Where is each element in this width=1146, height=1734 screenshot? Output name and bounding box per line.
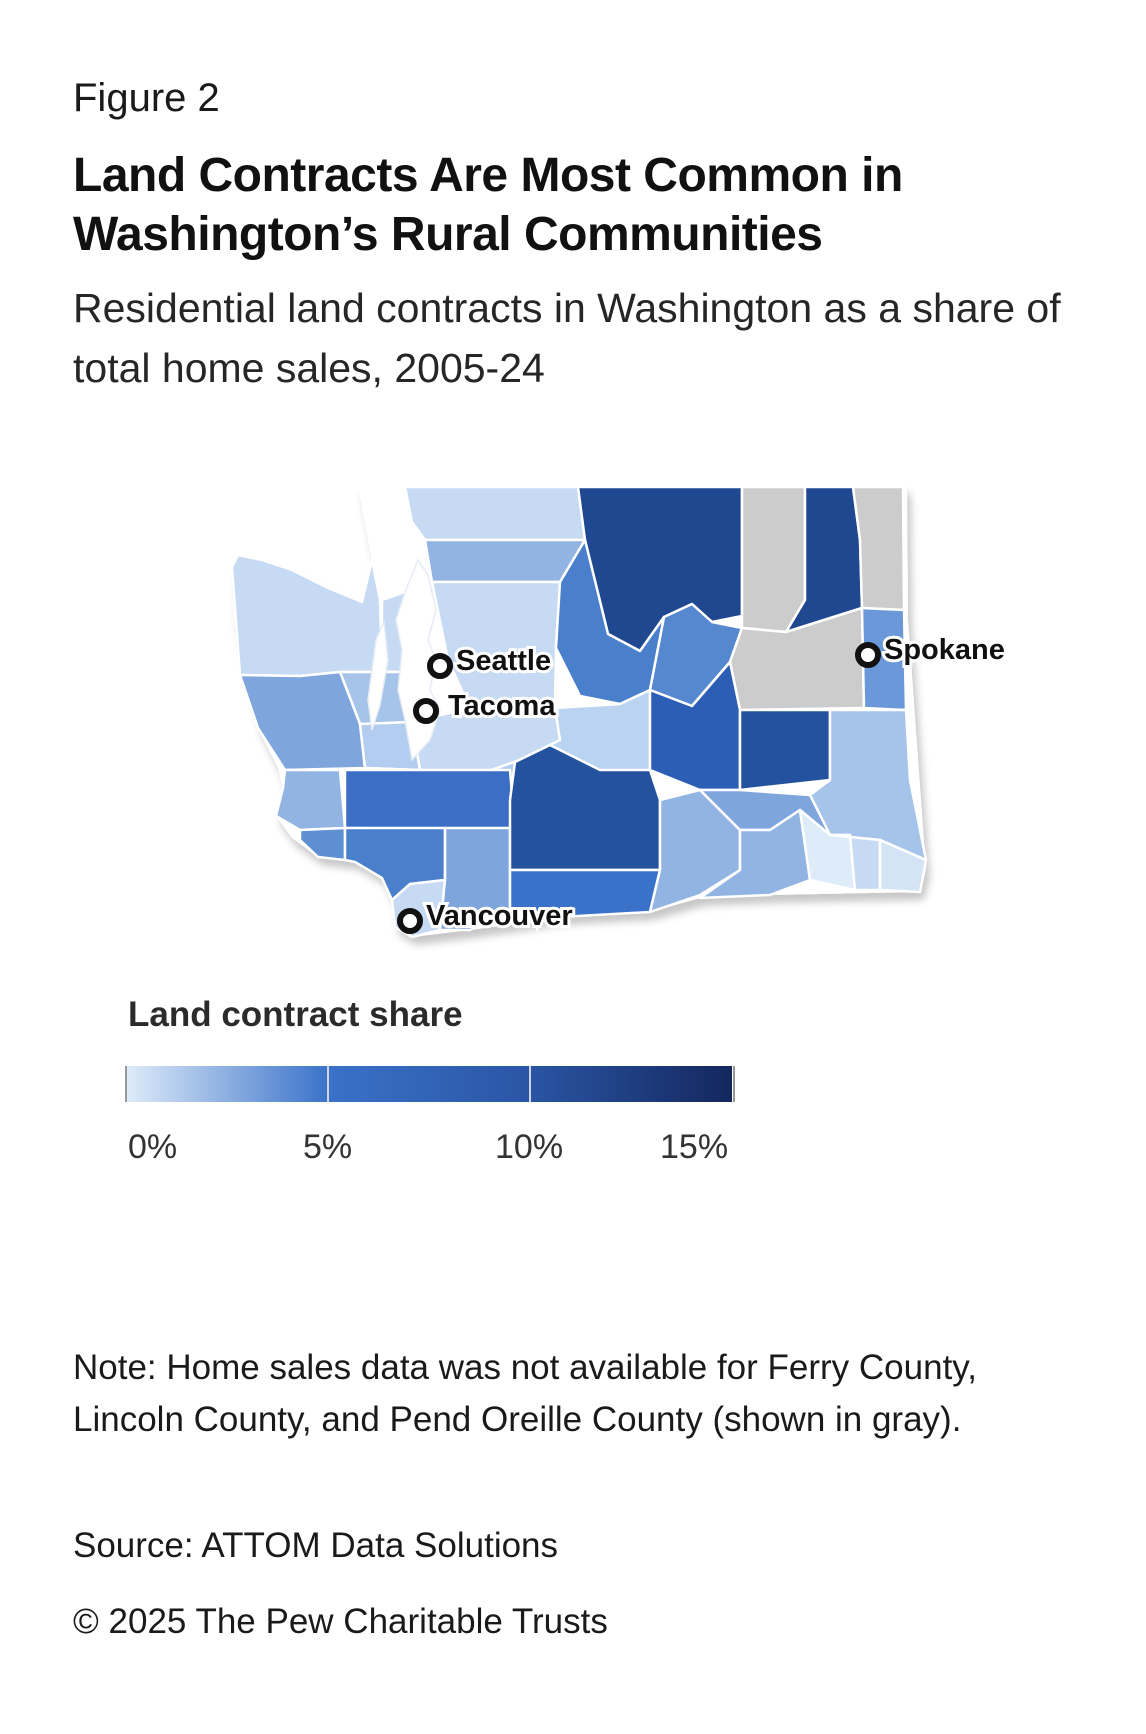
county-grays-harbor <box>238 670 367 772</box>
chart-title: Land Contracts Are Most Common in Washin… <box>73 149 903 261</box>
county-asotin <box>878 838 928 894</box>
washington-choropleth-map: Seattle Tacoma Spokane Vancouver <box>0 470 1146 950</box>
legend-segment-0-5 <box>127 1066 328 1102</box>
county-pend-oreille <box>851 485 906 612</box>
city-marker-seattle: Seattle <box>427 642 554 680</box>
city-label-seattle: Seattle <box>456 645 551 677</box>
city-marker-spokane: Spokane <box>855 631 1008 669</box>
county-garfield <box>828 833 882 892</box>
chart-subtitle: Residential land contracts in Washington… <box>73 285 1061 391</box>
footnote: Note: Home sales data was not available … <box>73 1348 977 1439</box>
county-adams <box>738 708 832 792</box>
figure-label: Figure 2 <box>73 76 220 120</box>
city-label-spokane: Spokane <box>884 634 1005 666</box>
legend-label-15: 15% <box>660 1128 729 1166</box>
city-label-tacoma: Tacoma <box>448 690 556 722</box>
county-skagit <box>423 538 587 584</box>
city-marker-vancouver: Vancouver <box>397 897 576 935</box>
legend-title: Land contract share <box>128 995 463 1034</box>
copyright-line: © 2025 The Pew Charitable Trusts <box>73 1602 608 1641</box>
legend-color-bar <box>125 1066 735 1102</box>
legend-label-0: 0% <box>128 1128 178 1166</box>
county-ferry <box>740 485 807 634</box>
legend-label-10: 10% <box>495 1128 564 1166</box>
source-line: Source: ATTOM Data Solutions <box>73 1526 559 1565</box>
legend-segment-5-10 <box>328 1066 530 1102</box>
county-whatcom <box>403 485 587 542</box>
county-lewis <box>343 768 517 832</box>
county-walla-walla <box>698 808 812 900</box>
city-label-vancouver: Vancouver <box>426 900 573 932</box>
city-marker-tacoma: Tacoma <box>413 687 559 725</box>
legend-segment-10-15 <box>530 1066 732 1102</box>
county-wahkiakum <box>298 826 347 862</box>
hood-canal <box>367 619 389 731</box>
county-clallam <box>230 553 384 678</box>
legend-label-5: 5% <box>303 1128 353 1166</box>
county-pacific <box>274 768 347 832</box>
